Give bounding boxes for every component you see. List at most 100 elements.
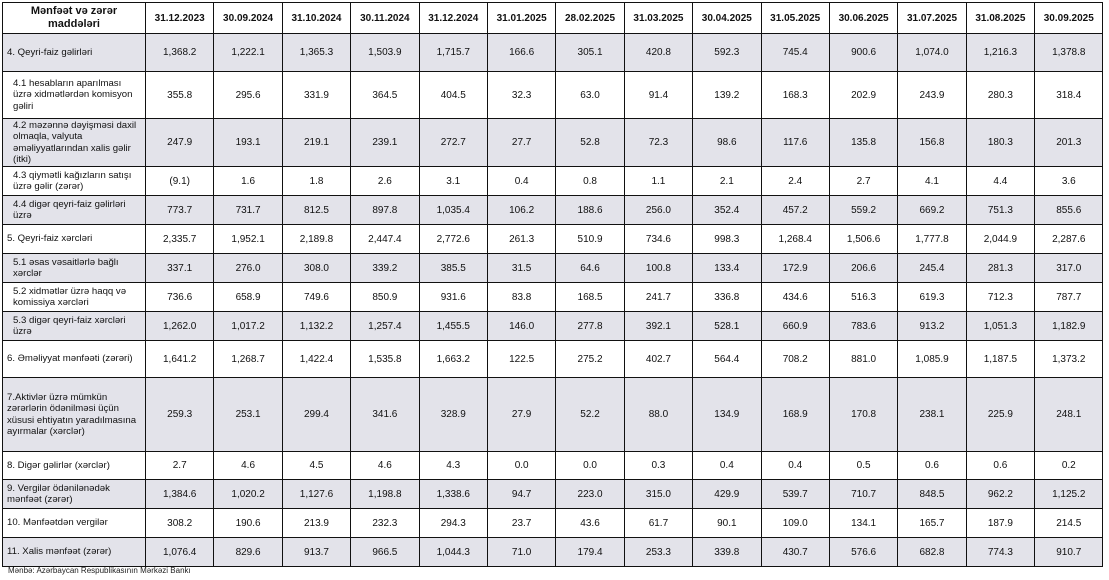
- value-cell: 3.6: [1034, 166, 1104, 196]
- value-cell: 168.3: [760, 71, 830, 119]
- value-cell: 72.3: [623, 118, 694, 167]
- value-cell: 352.4: [692, 195, 762, 225]
- value-cell: 2.7: [144, 451, 215, 480]
- value-cell: 1,182.9: [1034, 311, 1104, 341]
- value-cell: 315.0: [623, 479, 694, 509]
- row-label: 5.1 əsas vəsaitlərlə bağlı xərclər: [2, 253, 146, 283]
- value-cell: 385.5: [418, 253, 488, 283]
- row-label: 11. Xalis mənfəət (zərər): [2, 537, 146, 567]
- value-cell: 734.6: [623, 224, 694, 254]
- value-cell: 829.6: [213, 537, 283, 567]
- value-cell: 243.9: [897, 71, 967, 119]
- value-cell: 1,422.4: [281, 340, 352, 378]
- table-row: 4.1 hesabların aparılması üzrə xidmətlər…: [2, 71, 1104, 119]
- value-cell: 1.1: [623, 166, 694, 196]
- value-cell: 317.0: [1034, 253, 1104, 283]
- value-cell: 1,051.3: [965, 311, 1036, 341]
- value-cell: 1,378.8: [1034, 33, 1104, 72]
- row-label: 5.2 xidmətlər üzrə haqq və komissiya xər…: [2, 282, 146, 312]
- value-cell: 2.4: [760, 166, 830, 196]
- row-label: 7.Aktivlər üzrə mümkün zərərlərin ödənil…: [2, 377, 146, 452]
- value-cell: 83.8: [486, 282, 557, 312]
- value-cell: 339.8: [692, 537, 762, 567]
- value-cell: 0.6: [965, 451, 1036, 480]
- value-cell: 1,777.8: [897, 224, 967, 254]
- value-cell: 328.9: [418, 377, 488, 452]
- value-cell: 429.9: [692, 479, 762, 509]
- value-cell: 281.3: [965, 253, 1036, 283]
- source-note: Mənbə: Azərbaycan Respublikasının Mərkəz…: [8, 566, 191, 575]
- column-header: 31.07.2025: [897, 2, 967, 34]
- value-cell: 308.2: [144, 508, 215, 538]
- value-cell: 962.2: [965, 479, 1036, 509]
- value-cell: 305.1: [555, 33, 625, 72]
- value-cell: 708.2: [760, 340, 830, 378]
- value-cell: 61.7: [623, 508, 694, 538]
- table-row: 5. Qeyri-faiz xərcləri 2,335.7 1,952.1 2,18…: [2, 224, 1104, 254]
- value-cell: 4.1: [897, 166, 967, 196]
- value-cell: 135.8: [828, 118, 899, 167]
- value-cell: 2,044.9: [965, 224, 1036, 254]
- value-cell: 179.4: [555, 537, 625, 567]
- value-cell: 457.2: [760, 195, 830, 225]
- row-label: 4.3 qiymətli kağızların satışı üzrə gəli…: [2, 166, 146, 196]
- value-cell: 294.3: [418, 508, 488, 538]
- column-header: 31.12.2024: [418, 2, 488, 34]
- value-cell: 63.0: [555, 71, 625, 119]
- value-cell: 98.6: [692, 118, 762, 167]
- value-cell: 133.4: [692, 253, 762, 283]
- value-cell: 355.8: [144, 71, 215, 119]
- table-row: 5.3 digər qeyri-faiz xərcləri üzrə 1,262.…: [2, 311, 1104, 341]
- value-cell: 206.6: [828, 253, 899, 283]
- value-cell: 52.2: [555, 377, 625, 452]
- value-cell: 4.3: [418, 451, 488, 480]
- value-cell: 1,216.3: [965, 33, 1036, 72]
- value-cell: 259.3: [144, 377, 215, 452]
- value-cell: 31.5: [486, 253, 557, 283]
- value-cell: 90.1: [692, 508, 762, 538]
- value-cell: 1,198.8: [350, 479, 420, 509]
- value-cell: 881.0: [828, 340, 899, 378]
- value-cell: 0.4: [692, 451, 762, 480]
- column-header: 31.01.2025: [486, 2, 557, 34]
- row-label: 9. Vergilər ödənilənədək mənfəət (zərər): [2, 479, 146, 509]
- value-cell: 0.4: [486, 166, 557, 196]
- value-cell: 682.8: [897, 537, 967, 567]
- column-header: 30.09.2024: [213, 2, 283, 34]
- value-cell: 168.9: [760, 377, 830, 452]
- table-row: 4.3 qiymətli kağızların satışı üzrə gəli…: [2, 166, 1104, 196]
- value-cell: 331.9: [281, 71, 352, 119]
- value-cell: 272.7: [418, 118, 488, 167]
- value-cell: 1.8: [281, 166, 352, 196]
- value-cell: 669.2: [897, 195, 967, 225]
- value-cell: 774.3: [965, 537, 1036, 567]
- value-cell: 0.2: [1034, 451, 1104, 480]
- value-cell: 850.9: [350, 282, 420, 312]
- value-cell: 660.9: [760, 311, 830, 341]
- value-cell: 156.8: [897, 118, 967, 167]
- value-cell: 1,132.2: [281, 311, 352, 341]
- value-cell: 106.2: [486, 195, 557, 225]
- value-cell: 1,044.3: [418, 537, 488, 567]
- value-cell: 1,127.6: [281, 479, 352, 509]
- value-cell: 276.0: [213, 253, 283, 283]
- value-cell: 166.6: [486, 33, 557, 72]
- column-header: 30.11.2024: [350, 2, 420, 34]
- value-cell: 0.6: [897, 451, 967, 480]
- value-cell: 27.7: [486, 118, 557, 167]
- value-cell: 117.6: [760, 118, 830, 167]
- value-cell: 855.6: [1034, 195, 1104, 225]
- value-cell: 280.3: [965, 71, 1036, 119]
- value-cell: 1,076.4: [144, 537, 215, 567]
- value-cell: 94.7: [486, 479, 557, 509]
- row-label: 4.2 məzənnə dəyişməsi daxil olmaqla, val…: [2, 118, 146, 167]
- value-cell: 43.6: [555, 508, 625, 538]
- table-row: 9. Vergilər ödənilənədək mənfəət (zərər)…: [2, 479, 1104, 509]
- value-cell: 1,952.1: [213, 224, 283, 254]
- header-row: Mənfəət və zərər maddələri 31.12.2023 30.…: [2, 2, 1104, 34]
- value-cell: 248.1: [1034, 377, 1104, 452]
- value-cell: 1,455.5: [418, 311, 488, 341]
- value-cell: 4.6: [350, 451, 420, 480]
- value-cell: 139.2: [692, 71, 762, 119]
- value-cell: 1,715.7: [418, 33, 488, 72]
